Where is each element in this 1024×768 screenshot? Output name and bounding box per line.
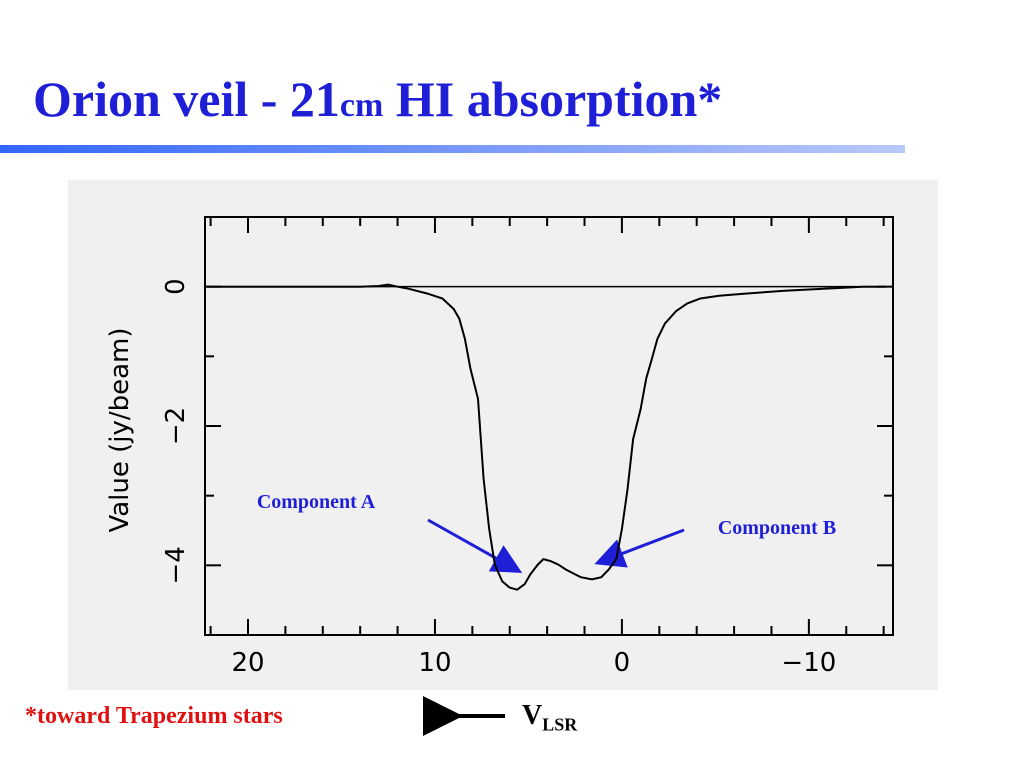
axis-note: VLSR [522, 700, 577, 736]
title-text: HI absorption* [383, 71, 723, 127]
y-axis-label: Value (jy/beam) [105, 327, 135, 532]
annotation: Component B [718, 517, 836, 539]
annotation: Component A [257, 491, 376, 513]
axis-note-main: V [522, 700, 543, 731]
slide-title: Orion veil - 21cm HI absorption* [33, 70, 722, 128]
annotation-arrow [427, 518, 523, 573]
title-unit: cm [339, 87, 384, 124]
x-tick-label: 0 [614, 648, 631, 678]
y-tick-label: −2 [161, 407, 191, 445]
y-tick-label: 0 [161, 278, 191, 295]
axis-note-sub: LSR [542, 714, 578, 735]
chart-panel [68, 180, 938, 690]
x-tick-label: 10 [418, 648, 451, 678]
annotation-arrow [594, 528, 685, 568]
y-tick-label: −4 [161, 546, 191, 584]
x-tick-label: −10 [781, 648, 836, 678]
title-rule [0, 145, 905, 153]
title-text: Orion veil - 21 [33, 71, 340, 127]
data-line [206, 283, 886, 591]
x-tick-label: 20 [231, 648, 264, 678]
footnote: *toward Trapezium stars [25, 703, 283, 729]
